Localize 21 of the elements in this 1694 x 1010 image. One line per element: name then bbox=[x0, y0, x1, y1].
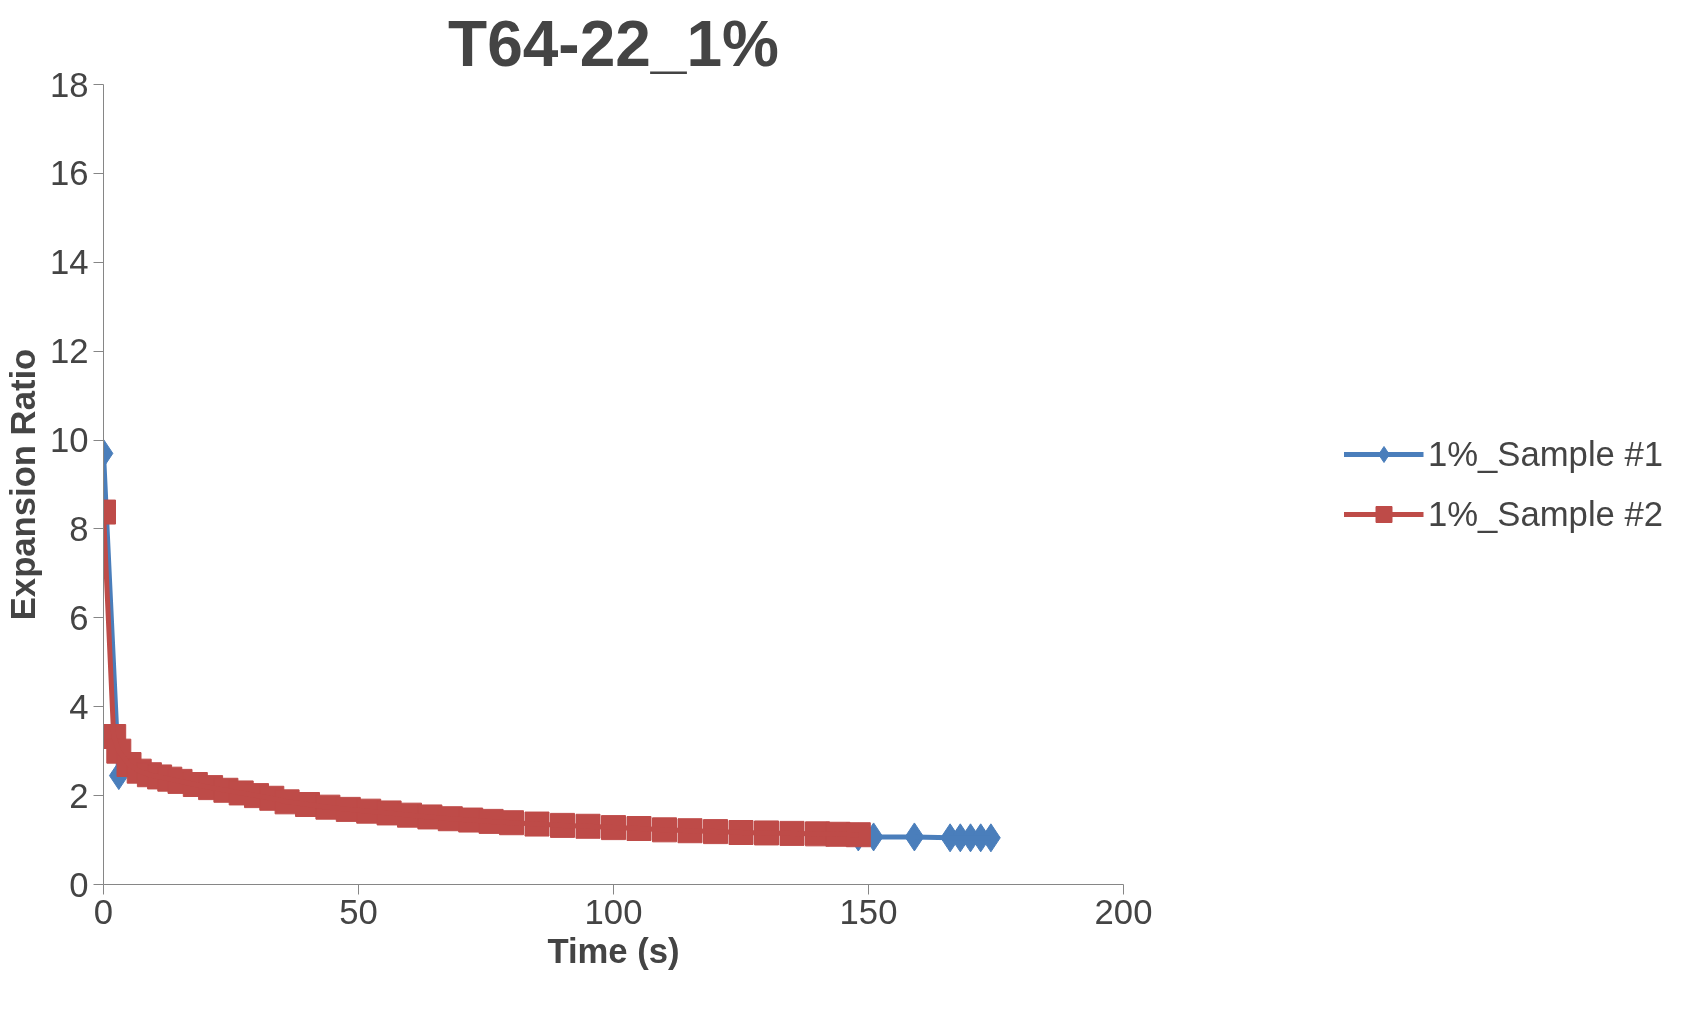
x-axis-title: Time (s) bbox=[547, 931, 680, 970]
x-tick-label: 50 bbox=[339, 892, 378, 931]
y-tick-label: 12 bbox=[49, 332, 89, 371]
point bbox=[845, 822, 871, 848]
chart-title: T64-22_1% bbox=[448, 7, 779, 80]
y-axis-title: Expansion Ratio bbox=[3, 348, 42, 621]
x-tick-label: 200 bbox=[1094, 892, 1153, 931]
y-tick-label: 0 bbox=[69, 865, 89, 904]
y-tick-label: 6 bbox=[69, 598, 89, 637]
y-tick-label: 14 bbox=[49, 243, 89, 282]
y-tick-label: 8 bbox=[69, 509, 89, 548]
y-tick-label: 10 bbox=[49, 421, 89, 460]
y-tick-label: 4 bbox=[69, 687, 89, 726]
x-tick-label: 150 bbox=[839, 892, 898, 931]
x-tick-label: 100 bbox=[584, 892, 643, 931]
y-tick-label: 16 bbox=[49, 154, 89, 193]
x-tick-label: 0 bbox=[93, 892, 114, 931]
legend-label: 1%_Sample #2 bbox=[1428, 494, 1665, 534]
y-tick-label: 18 bbox=[49, 65, 89, 104]
y-tick-label: 2 bbox=[69, 776, 89, 815]
legend-label: 1%_Sample #1 bbox=[1428, 434, 1665, 474]
